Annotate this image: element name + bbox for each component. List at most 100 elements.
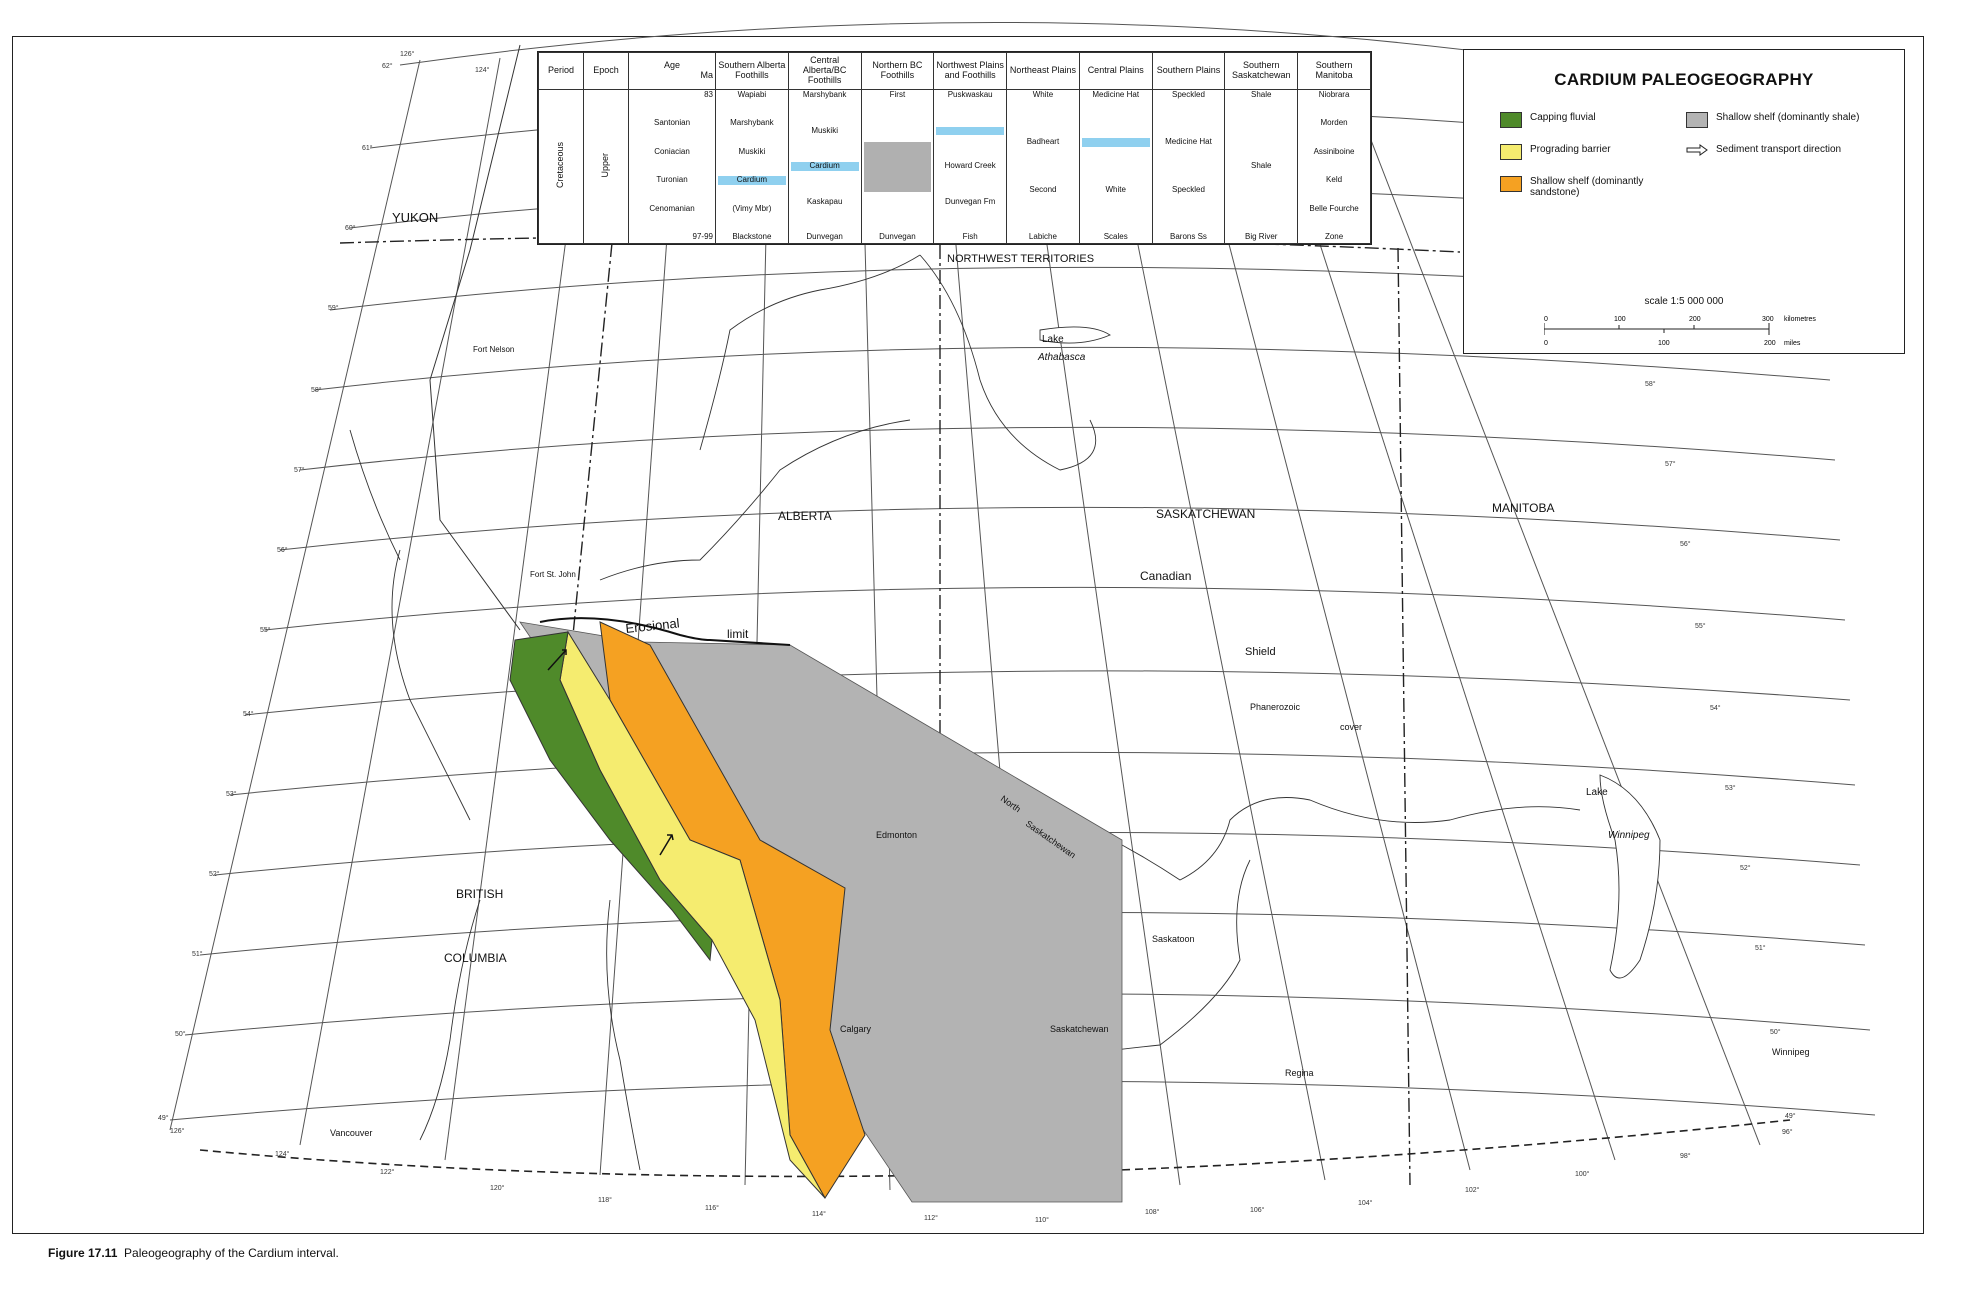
- figure-caption: Figure 17.11 Paleogeography of the Cardi…: [48, 1246, 339, 1260]
- scale-mi-0: 0: [1544, 340, 1548, 347]
- lon-label: 102°: [1465, 1186, 1480, 1194]
- lon-label: 112°: [924, 1214, 938, 1222]
- lon-label: 124°: [275, 1150, 290, 1158]
- scale-km-100: 100: [1614, 316, 1626, 323]
- scale-mi-unit: miles: [1784, 340, 1801, 347]
- age-cell: 83 Santonian Coniacian Turonian Cenomani…: [628, 89, 716, 244]
- lon-label: 108°: [1145, 1208, 1160, 1216]
- prograding-barrier-swatch: [1500, 144, 1522, 160]
- lon-label: 126°: [170, 1127, 185, 1135]
- northwest-cell: Puskwaskau Howard Creek Dunvegan Fm Fish: [933, 89, 1008, 244]
- northern-bc-cell: First Dunvegan: [860, 89, 935, 244]
- central-alberta-cell: Marshybank Muskiki Cardium Kaskapau Dunv…: [787, 89, 862, 244]
- lat-label: 62°: [382, 62, 393, 70]
- northeast-cell: White Badheart Second Labiche: [1006, 89, 1080, 244]
- lat-label-right: 55°: [1695, 622, 1706, 630]
- lat-label-right: 52°: [1740, 864, 1751, 872]
- lon-label: 118°: [598, 1196, 612, 1204]
- lat-label: 61°: [362, 144, 373, 152]
- lon-label: 120°: [490, 1184, 505, 1192]
- lon-label: 110°: [1035, 1216, 1049, 1224]
- legend-item: Shallow shelf (dominantly shale): [1686, 112, 1859, 128]
- erosional-limit-line: [539, 617, 791, 646]
- city-fort-nelson: Fort Nelson: [473, 345, 514, 354]
- lat-label: 56°: [277, 546, 288, 554]
- legend-panel: CARDIUM PALEOGEOGRAPHY Capping fluvial P…: [1463, 49, 1905, 354]
- lon-label: 96°: [1782, 1128, 1793, 1136]
- lon-label: 98°: [1680, 1152, 1691, 1160]
- scale-km-unit: kilometres: [1784, 316, 1816, 323]
- southern-alberta-cell: Wapiabi Marshybank Muskiki Cardium (Vimy…: [715, 89, 789, 244]
- lat-label: 54°: [243, 710, 254, 718]
- label-yukon: YUKON: [392, 210, 438, 225]
- header-southern-alberta: Southern Alberta Foothills: [715, 52, 789, 90]
- lon-label-top: 126°: [400, 50, 415, 58]
- scale-text: scale 1:5 000 000: [1644, 296, 1724, 307]
- figure-frame: [12, 36, 1924, 1234]
- lat-label-right: 49°: [1785, 1112, 1796, 1120]
- cover-label: cover: [1340, 722, 1362, 732]
- legend-item: Prograding barrier: [1500, 144, 1611, 160]
- city-regina: Regina: [1285, 1068, 1314, 1078]
- label-british: BRITISH: [456, 887, 503, 901]
- header-northeast: Northeast Plains: [1006, 52, 1080, 90]
- lat-label-right: 56°: [1680, 540, 1691, 548]
- lat-label: 57°: [294, 466, 305, 474]
- lat-label: 55°: [260, 626, 271, 634]
- label-manitoba: MANITOBA: [1492, 501, 1554, 515]
- legend-item: Sediment transport direction: [1686, 144, 1841, 156]
- header-central-alberta: Central Alberta/BC Foothills: [787, 52, 862, 90]
- city-vancouver: Vancouver: [330, 1128, 372, 1138]
- capping-fluvial-area: [509, 631, 713, 962]
- label-alberta: ALBERTA: [778, 509, 832, 523]
- city-fort-st-john: Fort St. John: [530, 570, 576, 579]
- lat-label: 50°: [175, 1030, 186, 1038]
- shield-label: Shield: [1245, 646, 1276, 658]
- header-southern-plains: Southern Plains: [1151, 52, 1226, 90]
- header-northwest: Northwest Plains and Foothills: [933, 52, 1008, 90]
- lat-label-right: 58°: [1645, 380, 1656, 388]
- header-age: Age Ma: [628, 52, 716, 90]
- lat-label-right: 54°: [1710, 704, 1721, 712]
- lake-label: Lake: [1042, 334, 1064, 345]
- figure-caption-text: Paleogeography of the Cardium interval.: [124, 1246, 339, 1260]
- scale-km-300: 300: [1762, 316, 1774, 323]
- lat-label: 52°: [209, 870, 220, 878]
- label-saskatchewan: SASKATCHEWAN: [1156, 507, 1255, 521]
- scale-bar: scale 1:5 000 000 0 100 200 300 kilometr…: [1543, 296, 1824, 360]
- lat-label: 60°: [345, 224, 356, 232]
- erosional-label: Erosional: [625, 615, 681, 636]
- southern-sask-cell: Shale Shale Big River: [1224, 89, 1299, 244]
- athabasca-label: Athabasca: [1037, 352, 1086, 363]
- lon-label-top: 124°: [475, 66, 490, 74]
- scale-graphic: 0 100 200 300 kilometres 0 100 200 miles: [1543, 316, 1816, 347]
- limit-label: limit: [727, 627, 749, 641]
- lat-label-right: 50°: [1770, 1028, 1781, 1036]
- lat-label: 53°: [226, 790, 237, 798]
- lake-winnipeg: [1599, 774, 1661, 979]
- label-nwt: NORTHWEST TERRITORIES: [947, 253, 1094, 265]
- city-winnipeg: Winnipeg: [1772, 1047, 1810, 1057]
- lon-label: 106°: [1250, 1206, 1265, 1214]
- header-northern-bc: Northern BC Foothills: [860, 52, 935, 90]
- lon-label: 116°: [705, 1204, 719, 1212]
- lat-label: 59°: [328, 304, 339, 312]
- shallow-shelf-shale-swatch: [1686, 112, 1708, 128]
- lat-label-right: 51°: [1755, 944, 1766, 952]
- lat-label-right: 57°: [1665, 460, 1676, 468]
- header-epoch: Epoch: [583, 52, 629, 90]
- lat-label: 51°: [192, 950, 203, 958]
- epoch-cell: Upper: [583, 89, 629, 244]
- lon-label: 114°: [812, 1210, 826, 1218]
- lat-label: 49°: [158, 1114, 169, 1122]
- shield-canadian-label: Canadian: [1140, 569, 1191, 583]
- hollow-arrow-icon: [1686, 144, 1708, 156]
- lat-label-right: 53°: [1725, 784, 1736, 792]
- city-edmonton: Edmonton: [876, 830, 917, 840]
- header-central-plains: Central Plains: [1078, 52, 1153, 90]
- scale-km-200: 200: [1689, 316, 1701, 323]
- period-cell: Cretaceous: [538, 89, 584, 244]
- figure-number: Figure 17.11: [48, 1246, 118, 1260]
- legend-item: Capping fluvial: [1500, 112, 1596, 128]
